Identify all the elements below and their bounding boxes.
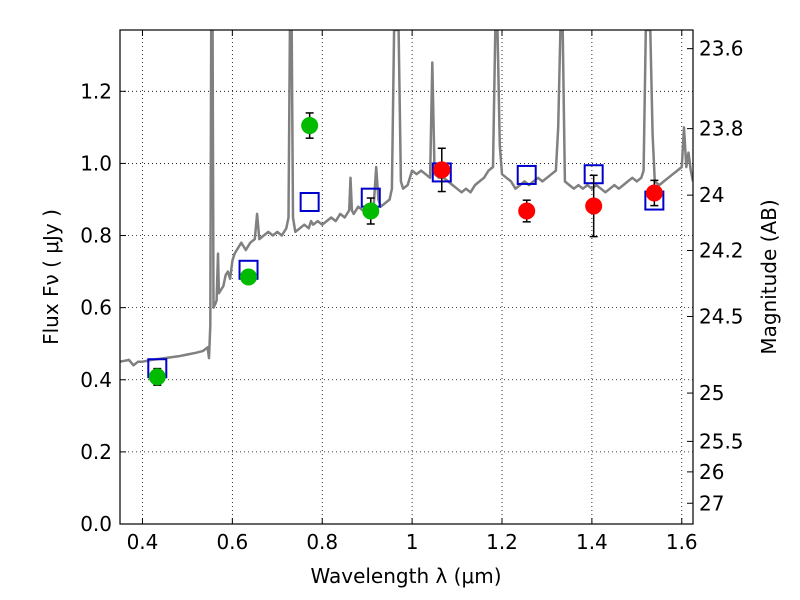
mag-tick-label: 24.2 — [699, 238, 744, 262]
y-tick-label: 1.0 — [80, 151, 112, 175]
mag-tick-label: 23.6 — [699, 37, 744, 61]
mag-tick-label: 26 — [699, 460, 724, 484]
mag-tick-label: 25 — [699, 381, 724, 405]
observed-point — [518, 202, 536, 220]
y-tick-label: 0.4 — [80, 368, 112, 392]
observed-point — [433, 161, 451, 179]
mag-tick-label: 25.5 — [699, 429, 744, 453]
series-layer — [120, 30, 693, 386]
y-tick-label: 0.8 — [80, 224, 112, 248]
plot-frame — [119, 29, 694, 525]
y-tick-label: 0.2 — [80, 440, 112, 464]
x-tick-label: 1 — [406, 530, 419, 554]
y-tick-label: 0.6 — [80, 296, 112, 320]
mag-tick-label: 24 — [699, 183, 724, 207]
x-tick-label: 1.4 — [576, 530, 608, 554]
x-tick-label: 0.4 — [127, 530, 159, 554]
tick-marks — [120, 30, 693, 525]
plot-background — [120, 30, 693, 524]
y-tick-label: 1.2 — [80, 79, 112, 103]
x-tick-label: 0.8 — [306, 530, 338, 554]
x-tick-label: 1.6 — [666, 530, 698, 554]
observed-point — [148, 368, 166, 386]
x-axis-label: Wavelength λ (μm) — [310, 564, 501, 588]
observed-point — [240, 268, 258, 286]
y-axis-label-left: Flux Fν ( μJy ) — [39, 209, 63, 345]
x-tick-label: 0.6 — [216, 530, 248, 554]
observed-point — [301, 117, 319, 135]
observed-point — [362, 202, 380, 220]
observed-point — [585, 197, 603, 215]
y-tick-label: 0.0 — [80, 512, 112, 536]
mag-tick-label: 27 — [699, 491, 724, 515]
mag-tick-label: 24.5 — [699, 305, 744, 329]
model-square-marker — [516, 164, 537, 185]
y-axis-label-right: Magnitude (AB) — [757, 199, 781, 354]
observed-point — [645, 184, 663, 202]
model-square-marker — [299, 191, 320, 212]
x-tick-label: 1.2 — [486, 530, 518, 554]
mag-tick-label: 23.8 — [699, 117, 744, 141]
spectrum-line — [120, 30, 693, 367]
tick-labels: 0.4 0.6 0.8 1 1.2 1.4 1.6 0.0 0.2 0.4 0.6 0.8 1.0 1.2… — [80, 37, 743, 554]
